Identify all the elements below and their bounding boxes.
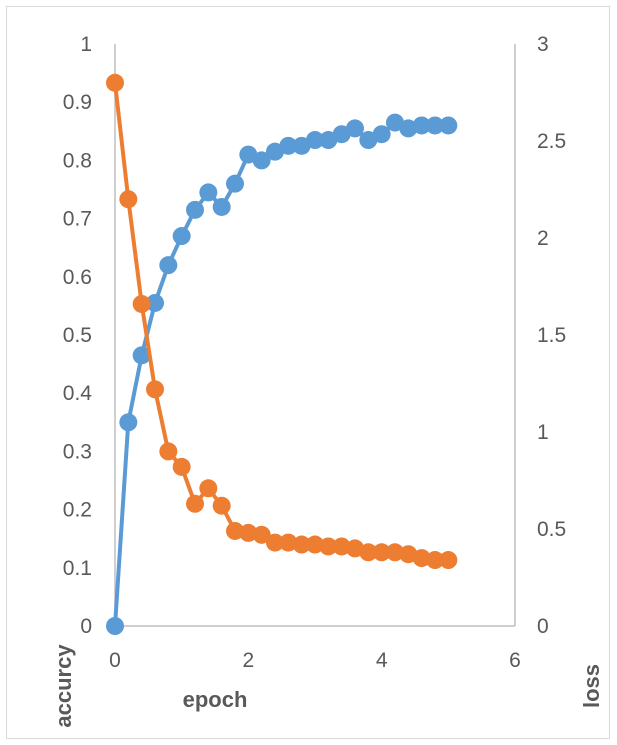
right-y-tick-label: 3 xyxy=(537,33,549,56)
axes: 0 0.1 0.2 0.3 0.4 0.5 0.6 0.7 0.8 0.9 1 0 0.5 1 1.5 2 2.… xyxy=(63,33,566,672)
data-point xyxy=(292,535,311,554)
data-point xyxy=(372,125,391,144)
data-point xyxy=(186,494,204,513)
data-point xyxy=(279,136,298,155)
data-point xyxy=(186,200,204,219)
data-point xyxy=(226,521,244,540)
x-tick-label: 6 xyxy=(509,649,521,672)
left-y-tick-label: 0.5 xyxy=(63,324,92,347)
series-2 xyxy=(106,73,458,570)
data-point xyxy=(132,294,151,313)
data-point xyxy=(159,256,178,275)
left-y-tick-label: 0.1 xyxy=(63,557,92,580)
right-y-tick-label: 0 xyxy=(537,615,549,638)
x-tick-label: 2 xyxy=(242,649,254,672)
data-point xyxy=(106,617,124,635)
data-point xyxy=(279,533,298,552)
data-point xyxy=(266,533,284,552)
left-y-tick-label: 0.3 xyxy=(63,440,92,463)
data-point xyxy=(226,174,244,193)
data-point xyxy=(439,551,458,570)
data-point xyxy=(386,543,404,562)
x-axis-title: epoch xyxy=(183,687,248,712)
right-y-tick-label: 1.5 xyxy=(537,324,566,347)
data-point xyxy=(119,190,138,209)
right-y-tick-label: 2 xyxy=(537,227,549,250)
data-point xyxy=(132,346,151,365)
data-point xyxy=(119,413,138,432)
right-y-tick-label: 2.5 xyxy=(537,130,566,153)
left-y-tick-label: 0.4 xyxy=(63,382,93,405)
data-point xyxy=(212,496,231,515)
data-point xyxy=(172,227,191,246)
data-point xyxy=(372,543,391,562)
right-y-tick-label: 1 xyxy=(537,421,549,444)
data-point xyxy=(146,380,164,399)
data-point xyxy=(412,549,431,568)
left-y-tick-label: 0.7 xyxy=(63,208,92,231)
data-point xyxy=(426,116,444,135)
data-point xyxy=(306,535,324,554)
axis-titles: epoch accurcy loss xyxy=(51,644,604,728)
data-point xyxy=(106,73,124,92)
right-y-tick-label: 0.5 xyxy=(537,518,566,541)
data-point xyxy=(172,457,191,476)
series-1 xyxy=(106,113,458,635)
left-y-tick-label: 1 xyxy=(80,33,92,56)
series-layer xyxy=(106,73,458,635)
data-point xyxy=(426,551,444,570)
data-point xyxy=(306,131,324,150)
data-point xyxy=(159,442,178,461)
right-y-axis-title: loss xyxy=(579,664,604,708)
data-point xyxy=(212,197,231,216)
x-tick-label: 4 xyxy=(376,649,388,672)
data-point xyxy=(359,543,378,562)
data-point xyxy=(239,523,258,542)
left-y-tick-label: 0 xyxy=(80,615,92,638)
data-point xyxy=(412,116,431,135)
data-point xyxy=(332,537,351,556)
data-point xyxy=(346,119,364,138)
left-y-axis-title: accurcy xyxy=(51,644,76,728)
data-point xyxy=(199,479,218,498)
chart-frame xyxy=(6,6,610,739)
data-point xyxy=(252,525,271,544)
data-point xyxy=(439,116,458,135)
left-y-tick-label: 0.9 xyxy=(63,91,92,114)
left-y-tick-label: 0.2 xyxy=(63,499,92,522)
data-point xyxy=(252,151,271,170)
x-tick-label: 0 xyxy=(109,649,121,672)
data-point xyxy=(319,537,338,556)
data-point xyxy=(199,183,218,202)
left-y-tick-label: 0.6 xyxy=(63,266,92,289)
data-point xyxy=(146,293,164,312)
left-y-tick-label: 0.8 xyxy=(63,149,92,172)
